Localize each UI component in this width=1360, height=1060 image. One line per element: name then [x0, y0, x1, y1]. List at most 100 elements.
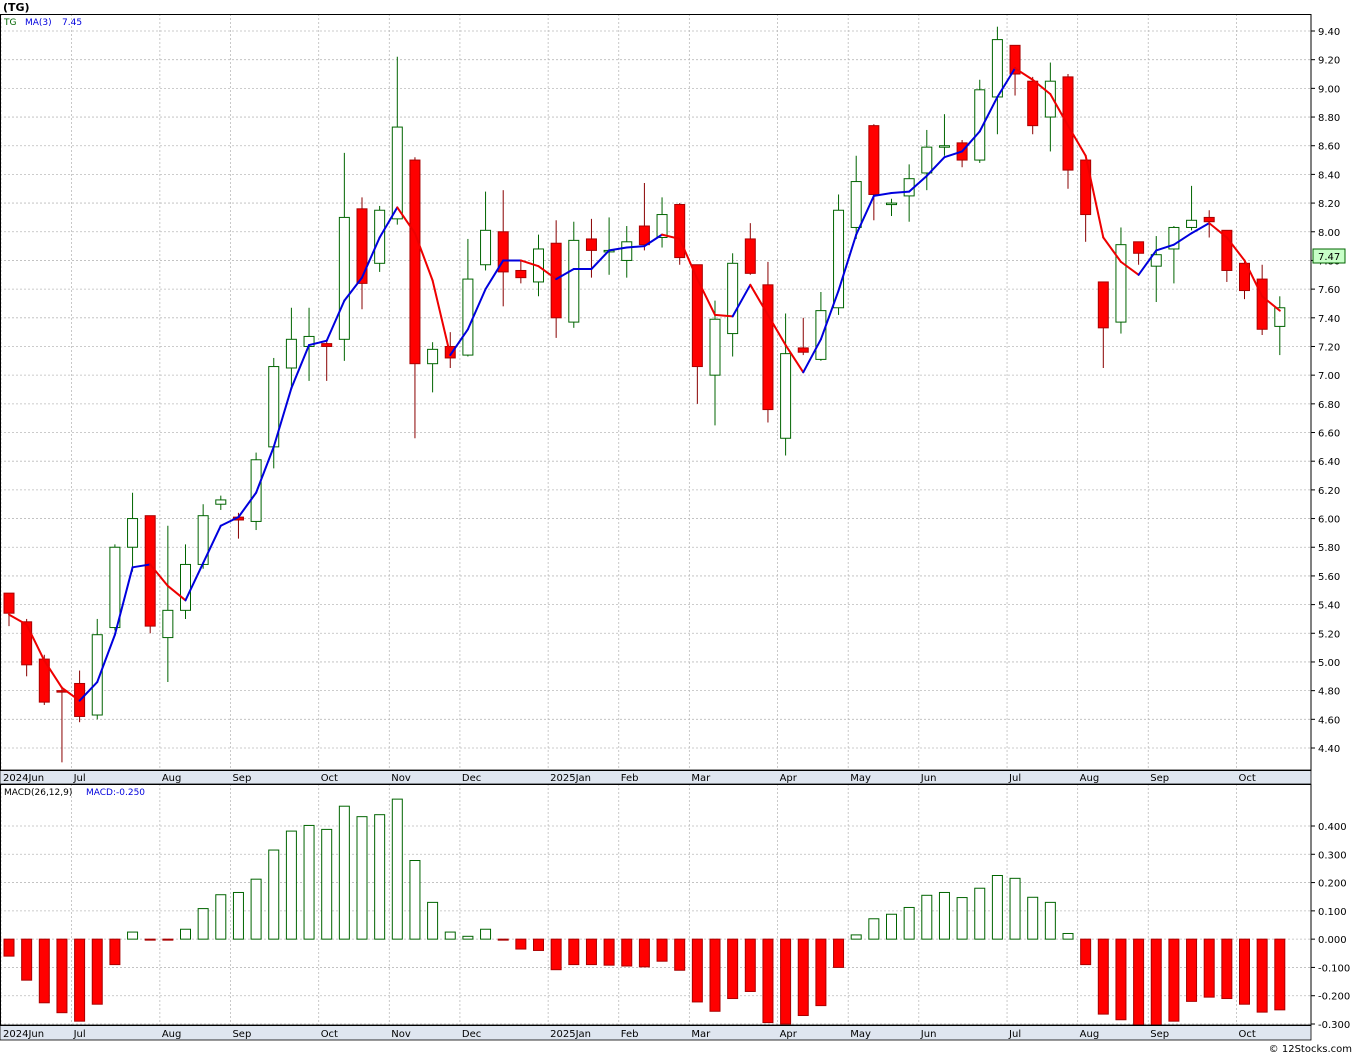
macd-tick-label: 0.400 — [1318, 822, 1347, 833]
macd-bar — [1133, 938, 1145, 1028]
candle-body — [144, 515, 156, 627]
month-label: May — [850, 773, 871, 784]
ma3-segment — [60, 686, 81, 702]
macd-bar — [1097, 938, 1109, 1015]
price-tick-label: 8.80 — [1318, 113, 1340, 124]
ma3-segment — [819, 289, 840, 341]
month-label: Sep — [232, 1029, 251, 1040]
candle-body — [1097, 281, 1109, 329]
macd-bar — [1150, 938, 1162, 1026]
macd-bar — [109, 938, 121, 966]
candle-body — [109, 546, 121, 629]
macd-bar — [197, 908, 209, 940]
ma3-segment — [184, 562, 205, 602]
ma3-segment — [625, 245, 646, 249]
macd-bar — [868, 918, 880, 940]
ma3-segment — [1225, 236, 1246, 262]
price-panel — [3, 26, 1286, 763]
price-tick-label: 7.20 — [1318, 342, 1340, 353]
price-tick-label: 8.20 — [1318, 199, 1340, 210]
price-tick-label: 5.60 — [1318, 572, 1340, 583]
macd-bar — [356, 816, 368, 940]
candle-body — [991, 39, 1003, 98]
macd-bar — [603, 938, 615, 966]
macd-bar — [1168, 938, 1180, 1022]
chart-title: (TG) — [3, 1, 30, 14]
macd-bar — [74, 938, 86, 1022]
ma3-segment — [766, 313, 787, 347]
macd-bar — [850, 934, 862, 940]
candle-body — [762, 284, 774, 411]
month-label: 2025Jan — [550, 1029, 591, 1040]
month-label: May — [850, 1029, 871, 1040]
ma3-segment — [396, 206, 416, 235]
macd-tick-label: -0.200 — [1318, 992, 1350, 1003]
macd-tick-label: 0.300 — [1318, 850, 1347, 861]
candle-body — [391, 126, 403, 220]
ma3-segment — [413, 232, 434, 282]
macd-bar — [1256, 938, 1268, 1013]
candle-body — [780, 353, 792, 439]
month-label: Mar — [691, 773, 711, 784]
footer-credit: © 12Stocks.com — [1269, 1044, 1352, 1055]
candle-body — [127, 518, 139, 548]
ma3-segment — [1014, 67, 1034, 81]
price-tick-label: 9.20 — [1318, 56, 1340, 67]
ma3-segment — [308, 339, 328, 347]
macd-bar — [1239, 938, 1250, 1005]
ma3-segment — [96, 633, 116, 684]
candle-body — [815, 310, 827, 360]
candle-body — [1256, 278, 1268, 330]
price-tick-label: 7.40 — [1318, 314, 1340, 325]
ma3-segment — [678, 237, 699, 281]
macd-bar — [815, 938, 827, 1007]
price-tick-label: 6.00 — [1318, 515, 1340, 526]
candle-body — [3, 592, 15, 614]
ma3-segment — [802, 338, 822, 374]
macd-label: MACD(26,12,9) — [4, 788, 72, 798]
candle-body — [356, 208, 368, 284]
candle-body — [427, 348, 439, 365]
candle-body — [568, 239, 580, 323]
candle-body — [691, 264, 703, 368]
month-label: Mar — [691, 1029, 711, 1040]
ma3-segment — [1208, 222, 1228, 239]
price-tick-label: 5.80 — [1318, 543, 1340, 554]
month-label: Apr — [780, 1029, 798, 1040]
month-label: Aug — [1080, 1029, 1100, 1040]
macd-bar — [1044, 901, 1056, 940]
candle-body — [921, 146, 933, 174]
macd-bar — [780, 938, 792, 1025]
macd-bar — [374, 814, 386, 940]
candle-body — [321, 343, 333, 347]
candle-body — [1203, 216, 1215, 223]
candle-body — [868, 125, 880, 195]
price-tick-label: 6.60 — [1318, 429, 1340, 440]
macd-bar — [533, 938, 544, 951]
month-label: Feb — [621, 1029, 639, 1040]
macd-bar — [991, 875, 1003, 940]
candle-body — [1274, 307, 1286, 327]
candle-body — [550, 242, 562, 319]
month-label: Oct — [321, 1029, 338, 1040]
candle-body — [1239, 262, 1250, 292]
macd-bar — [585, 938, 597, 966]
month-label: Dec — [462, 773, 481, 784]
macd-bar — [1186, 938, 1198, 1002]
macd-bar — [285, 830, 297, 940]
macd-bar — [727, 938, 739, 1000]
price-tick-label: 9.00 — [1318, 84, 1340, 95]
macd-bar — [127, 931, 139, 940]
ma3-segment — [555, 268, 575, 281]
macd-bar — [91, 938, 103, 1005]
macd-bar — [886, 913, 897, 940]
ma3-segment — [8, 613, 28, 626]
macd-bar — [427, 901, 439, 940]
candle-body — [1168, 226, 1180, 250]
panel-frames — [0, 14, 1312, 1026]
ma3-segment — [343, 276, 363, 302]
macd-bar — [56, 938, 68, 1014]
price-tick-label: 9.40 — [1318, 27, 1340, 38]
macd-bar — [974, 887, 986, 940]
